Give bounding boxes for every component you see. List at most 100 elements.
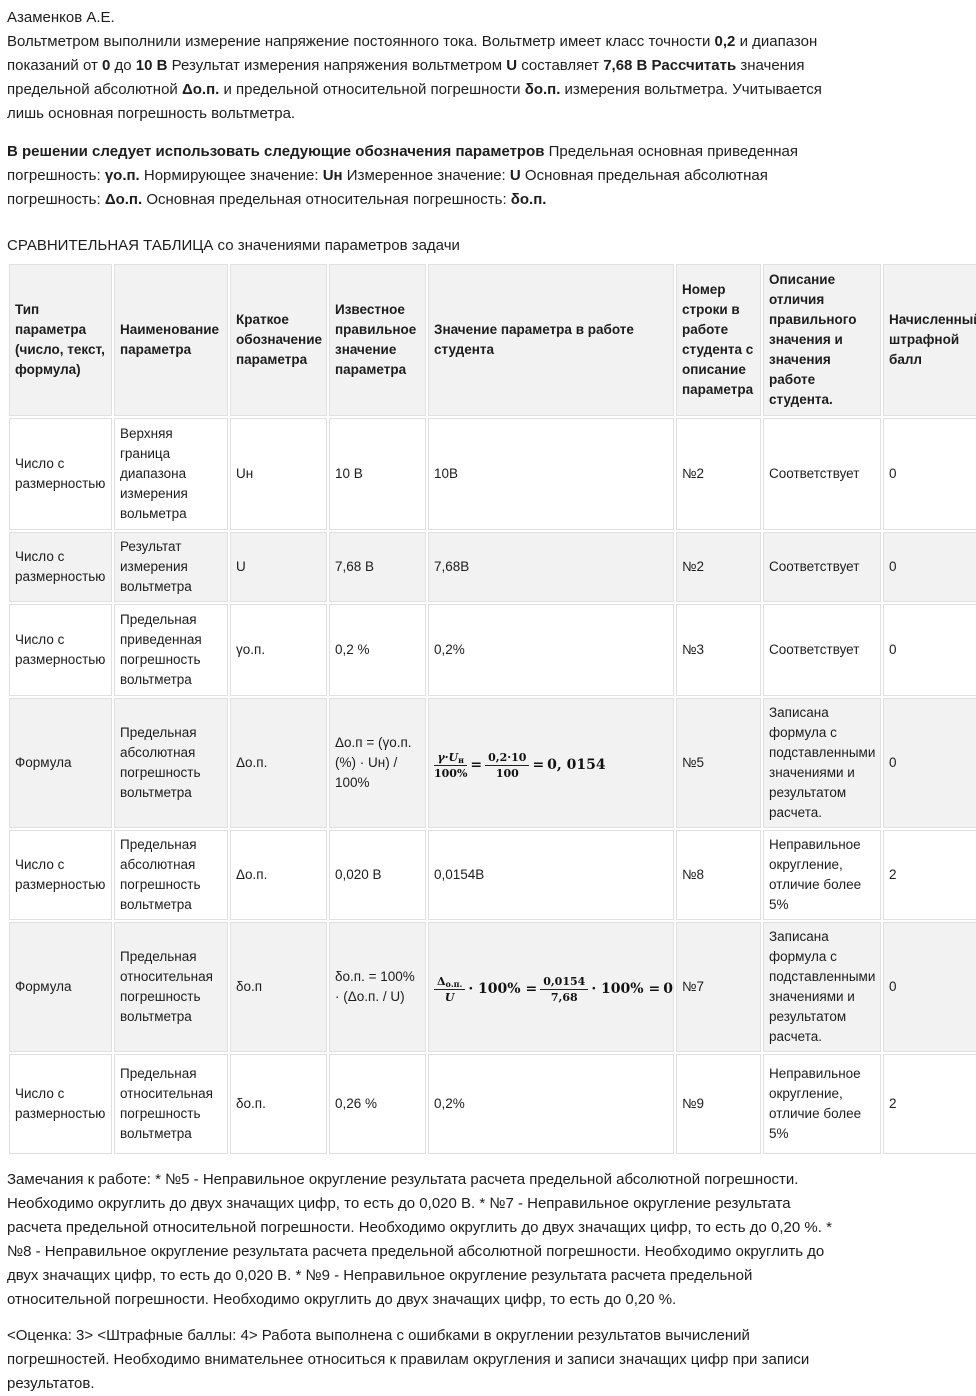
bold-text: γо.п. (104, 167, 140, 184)
header-cell-student-value: Значение параметра в работе студента (428, 264, 674, 416)
table-row: Формула Предельная относительная погрешн… (9, 922, 976, 1052)
notation-line: погрешность: Δо.п. Основная предельная о… (7, 188, 969, 212)
cell-symbol: γо.п. (230, 604, 327, 696)
header-cell-type: Тип параметра (число, текст, формула) (9, 264, 112, 416)
cell-line-number: №2 (676, 418, 761, 530)
cell-type: Число с размерностью (9, 1054, 112, 1154)
cell-student-value: γ·Uн 100% = 0,2·10 100 = 0, 0154 (428, 698, 674, 828)
table-caption: СРАВНИТЕЛЬНАЯ ТАБЛИЦА со значениями пара… (7, 237, 460, 254)
text: предельной абсолютной (7, 81, 182, 98)
cell-student-value: 10В (428, 418, 674, 530)
text: Основная предельная относительная погреш… (142, 191, 511, 208)
text: измерения вольтметра. Учитывается (560, 81, 822, 98)
bold-text: δо.п. (510, 191, 547, 208)
cell-symbol: δо.п (230, 922, 327, 1052)
cell-penalty: 0 (883, 922, 976, 1052)
cell-name: Результат измерения вольтметра (114, 532, 228, 602)
table-row: Формула Предельная абсолютная погрешност… (9, 698, 976, 828)
fraction: 0,2·10 100 (485, 751, 530, 780)
table-row: Число с размерностью Результат измерения… (9, 532, 976, 602)
text: и диапазон (735, 33, 818, 50)
grade-line: результатов. (7, 1375, 95, 1392)
cell-penalty: 0 (883, 418, 976, 530)
grade-line: <Оценка: 3> <Штрафные баллы: 4> Работа в… (7, 1327, 750, 1344)
cell-student-value: 0,0154В (428, 830, 674, 920)
author-line: Азаменков А.Е. (7, 9, 115, 26)
cell-type: Число с размерностью (9, 532, 112, 602)
header-cell-penalty: Начисленный штрафной балл (883, 264, 976, 416)
text: показаний от (7, 57, 103, 74)
bold-text: Uн (322, 167, 343, 184)
cell-difference: Неправильное округление, отличие более 5… (763, 830, 881, 920)
cell-line-number: №7 (676, 922, 761, 1052)
bold-text: Δо.п. (104, 191, 143, 208)
problem-line: предельной абсолютной Δо.п. и предельной… (7, 78, 969, 102)
cell-type: Формула (9, 922, 112, 1052)
notation-paragraph: В решении следует использовать следующие… (7, 140, 969, 212)
formula-absolute-error: γ·Uн 100% = 0,2·10 100 = 0, 0154 (434, 750, 606, 780)
fraction: Δо.п. U (434, 975, 466, 1004)
table-row: Число с размерностью Предельная относите… (9, 1054, 976, 1154)
cell-penalty: 2 (883, 1054, 976, 1154)
grade-line: погрешностей. Необходимо внимательнее от… (7, 1351, 810, 1368)
cell-student-value: 0,2% (428, 1054, 674, 1154)
cell-type: Число с размерностью (9, 830, 112, 920)
header-cell-line-number: Номер строки в работе студента с описани… (676, 264, 761, 416)
bold-text: 7,68 В Рассчитать (603, 57, 737, 74)
bold-text: U (509, 167, 521, 184)
notes-line: относительной погрешности. Необходимо ок… (7, 1291, 677, 1308)
cell-correct-value: δо.п. = 100% · (Δо.п. / U) (329, 922, 426, 1052)
cell-correct-value: 0,26 % (329, 1054, 426, 1154)
problem-line: Вольтметром выполнили измерение напряжен… (7, 30, 969, 54)
cell-name: Предельная абсолютная погрешность вольтм… (114, 698, 228, 828)
cell-name: Предельная относительная погрешность вол… (114, 922, 228, 1052)
notes-line: Необходимо округлить до двух значащих ци… (7, 1195, 791, 1212)
cell-line-number: №9 (676, 1054, 761, 1154)
cell-difference: Соответствует (763, 532, 881, 602)
text: Результат измерения напряжения вольтметр… (167, 57, 507, 74)
cell-line-number: №8 (676, 830, 761, 920)
bold-text: U (506, 57, 518, 74)
notes-line: двух значащих цифр, то есть до 0,020 В. … (7, 1267, 753, 1284)
text: лишь основная погрешность вольтметра. (7, 105, 296, 122)
bold-text: 0,2 (714, 33, 736, 50)
text: Измеренное значение: (342, 167, 510, 184)
text: погрешность: (7, 191, 105, 208)
notation-line: погрешность: γо.п. Нормирующее значение:… (7, 164, 969, 188)
header-cell-name: Наименование параметра (114, 264, 228, 416)
text: Нормирующее значение: (139, 167, 323, 184)
table-header-row: Тип параметра (число, текст, формула) На… (9, 264, 976, 416)
notes-line: расчета предельной относительной погрешн… (7, 1219, 832, 1236)
cell-name: Предельная приведенная погрешность вольт… (114, 604, 228, 696)
cell-student-value: 0,2% (428, 604, 674, 696)
cell-symbol: U (230, 532, 327, 602)
cell-difference: Неправильное округление, отличие более 5… (763, 1054, 881, 1154)
cell-name: Предельная относительная погрешность вол… (114, 1054, 228, 1154)
cell-symbol: Δо.п. (230, 698, 327, 828)
cell-line-number: №5 (676, 698, 761, 828)
cell-difference: Соответствует (763, 604, 881, 696)
notes-paragraph: Замечания к работе: * №5 - Неправильное … (7, 1168, 969, 1312)
cell-correct-value: Δо.п = (γо.п. (%) · Uн) / 100% (329, 698, 426, 828)
cell-symbol: Δо.п. (230, 830, 327, 920)
header-cell-difference: Описание отличия правильного значения и … (763, 264, 881, 416)
cell-correct-value: 7,68 В (329, 532, 426, 602)
table-row: Число с размерностью Предельная абсолютн… (9, 830, 976, 920)
text: Вольтметром выполнили измерение напряжен… (7, 33, 715, 50)
text: составляет (517, 57, 604, 74)
text: погрешность: (7, 167, 105, 184)
problem-statement: Вольтметром выполнили измерение напряжен… (7, 30, 969, 126)
cell-penalty: 0 (883, 698, 976, 828)
cell-symbol: Uн (230, 418, 327, 530)
cell-correct-value: 10 В (329, 418, 426, 530)
cell-line-number: №2 (676, 532, 761, 602)
table-row: Число с размерностью Верхняя граница диа… (9, 418, 976, 530)
problem-line: показаний от 0 до 10 В Результат измерен… (7, 54, 969, 78)
cell-penalty: 0 (883, 532, 976, 602)
bold-text: δо.п. (524, 81, 561, 98)
cell-penalty: 0 (883, 604, 976, 696)
notes-line: Замечания к работе: * №5 - Неправильное … (7, 1171, 799, 1188)
text: и предельной относительной погрешности (219, 81, 525, 98)
